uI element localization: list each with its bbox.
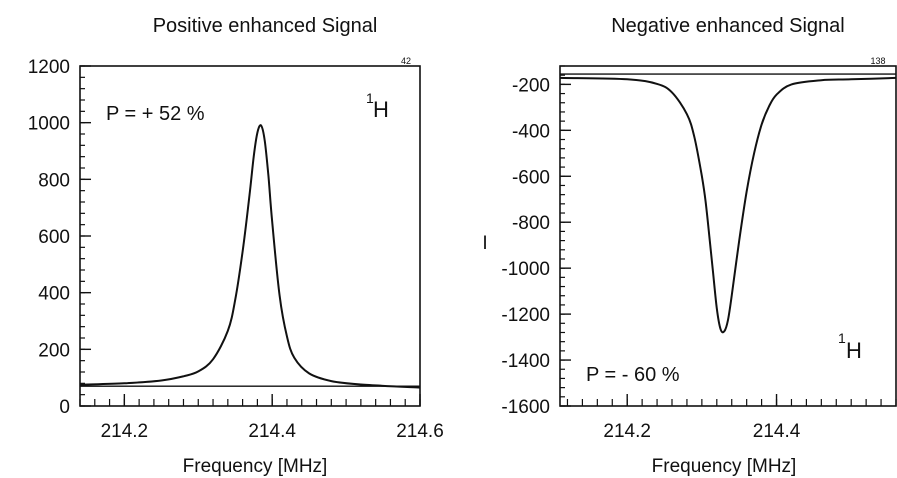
- y-tick-label: 800: [38, 170, 70, 191]
- x-tick-label: 214.6: [396, 421, 444, 442]
- x-axis: 214.2 214.4: [566, 394, 897, 442]
- polarization-label: P = - 60 %: [586, 364, 680, 386]
- chart-title: Negative enhanced Signal: [611, 15, 845, 37]
- y-tick-label: -400: [512, 121, 550, 142]
- signal-curve: [559, 76, 897, 334]
- nucleus-symbol: H: [373, 97, 389, 122]
- x-tick-label: 214.4: [753, 421, 801, 442]
- y-tick-label: -1400: [501, 351, 550, 372]
- y-tick-label: 0: [59, 397, 70, 418]
- corner-label: 42: [401, 56, 411, 66]
- y-axis: -200 -400 -600 -800 -1000 -1200 -1400 -1600: [501, 65, 571, 418]
- nucleus-symbol: H: [846, 338, 862, 363]
- x-tick-label: 214.2: [603, 421, 651, 442]
- y-tick-label: -600: [512, 167, 550, 188]
- y-tick-label: 1000: [28, 114, 70, 135]
- y-tick-label: -200: [512, 75, 550, 96]
- y-tick-label: -1000: [501, 259, 550, 280]
- signal-curve: [79, 124, 421, 389]
- plot-frame: [559, 65, 897, 407]
- y-tick-label: 600: [38, 227, 70, 248]
- x-tick-label: 214.4: [248, 421, 296, 442]
- x-axis-label: Frequency [MHz]: [183, 456, 328, 477]
- panel-positive: Positive enhanced Signal 020040060080010…: [28, 15, 444, 477]
- chart-title: Positive enhanced Signal: [153, 15, 378, 37]
- panel-negative: Negative enhanced Signal -200 -400 -600 -80…: [482, 15, 897, 477]
- polarization-label: P = + 52 %: [106, 103, 205, 125]
- y-tick-label: -1200: [501, 305, 550, 326]
- y-tick-label: 200: [38, 340, 70, 361]
- nucleus-mass-number: 1: [366, 90, 374, 106]
- y-tick-label: 1200: [28, 57, 70, 78]
- x-tick-label: 214.2: [101, 421, 149, 442]
- y-axis: 0 200 400 600 800 1000 1200: [28, 57, 91, 418]
- nucleus-mass-number: 1: [838, 330, 846, 346]
- x-axis: 214.2 214.4 214.6: [79, 394, 444, 442]
- x-axis-label: Frequency [MHz]: [652, 456, 797, 477]
- y-tick-label: -800: [512, 213, 550, 234]
- y-axis-label: I: [482, 233, 487, 254]
- y-tick-label: 400: [38, 284, 70, 305]
- corner-label: 138: [870, 56, 885, 66]
- y-tick-label: -1600: [501, 397, 550, 418]
